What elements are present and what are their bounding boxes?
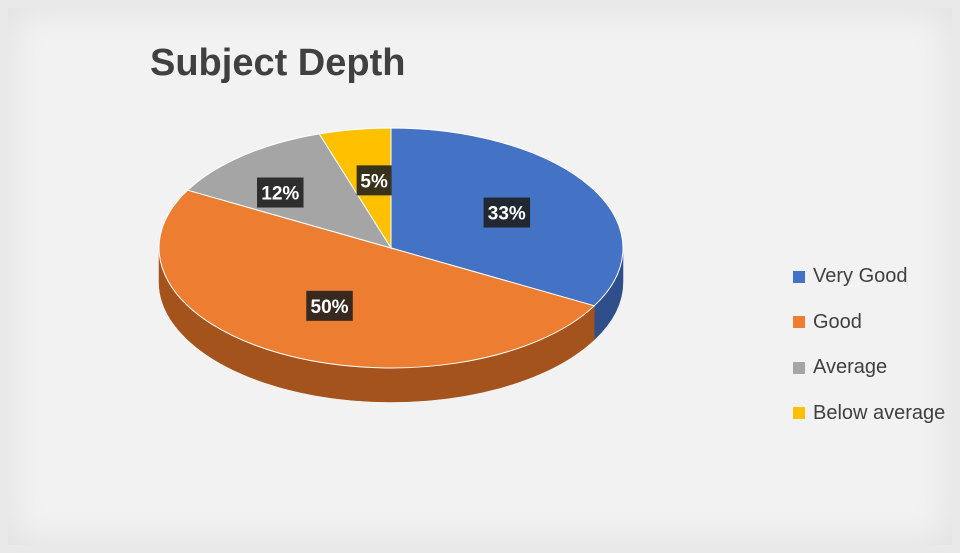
data-label-good: 50% (306, 290, 353, 321)
data-label-text: 12% (261, 184, 299, 205)
legend-swatch (793, 361, 805, 374)
chart-title: Subject Depth (150, 42, 406, 84)
data-label-text: 33% (488, 204, 526, 225)
chart-frame: Subject Depth 33% 50% 12% 5% Very Good Good A… (8, 8, 952, 545)
legend-item-below-average: Below average (793, 391, 945, 437)
pie-slices (158, 127, 624, 369)
legend-swatch (793, 407, 805, 420)
data-label-box (257, 177, 304, 208)
legend-item-very-good: Very Good (793, 254, 945, 300)
data-label-below-average: 5% (356, 165, 392, 196)
legend-item-good: Good (793, 300, 945, 346)
legend: Very Good Good Average Below average (793, 254, 945, 436)
legend-label: Below average (813, 401, 946, 424)
legend-label: Average (813, 356, 888, 379)
pie-data-labels: 33% 50% 12% 5% (257, 165, 531, 321)
legend-item-average: Average (793, 345, 945, 391)
data-label-very-good: 33% (483, 197, 531, 228)
data-label-text: 5% (360, 171, 388, 192)
data-label-box (356, 165, 392, 196)
pie-slice-good (158, 189, 596, 369)
legend-swatch (793, 270, 805, 283)
data-label-box (483, 197, 531, 228)
legend-label: Good (813, 310, 862, 333)
data-label-average: 12% (257, 177, 304, 208)
data-label-text: 50% (311, 297, 349, 318)
pie-chart: 33% 50% 12% 5% (158, 127, 624, 403)
pie-slice-below-average (318, 127, 392, 250)
legend-swatch (793, 316, 805, 329)
data-label-box (306, 290, 353, 321)
legend-label: Very Good (813, 265, 908, 288)
